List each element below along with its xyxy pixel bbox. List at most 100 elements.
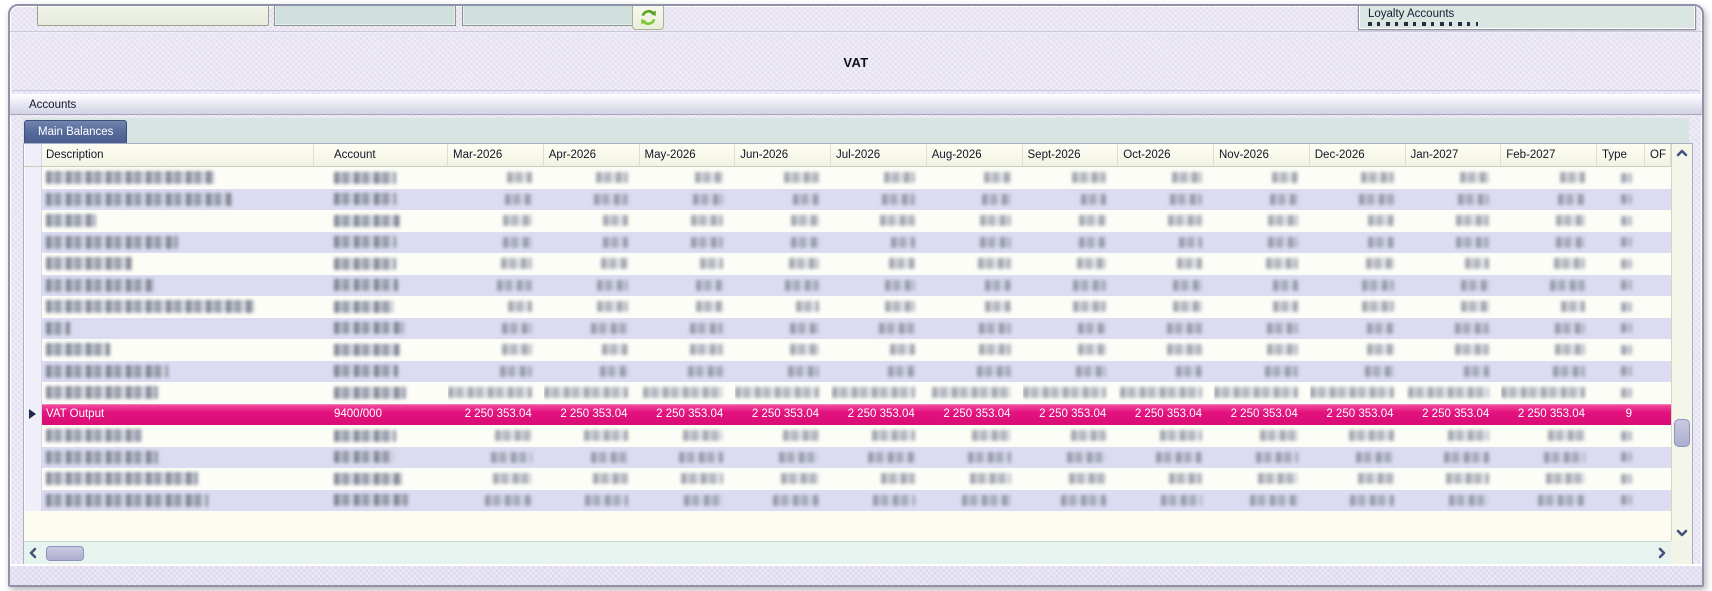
redacted-text	[971, 430, 1011, 442]
redacted-text	[1361, 279, 1394, 291]
table-row[interactable]	[24, 425, 1671, 447]
cell-month-value	[1501, 232, 1597, 254]
cell-of	[1645, 490, 1671, 512]
column-header-account[interactable]: Account	[314, 144, 448, 166]
table-row[interactable]	[24, 360, 1671, 382]
redacted-text	[1555, 344, 1585, 356]
redacted-text	[1556, 215, 1585, 227]
cell-month-value	[927, 339, 1023, 361]
cell-month-value	[927, 210, 1023, 232]
toolbar-input-2[interactable]	[462, 6, 634, 26]
table-row[interactable]	[24, 253, 1671, 275]
scroll-down-button[interactable]	[1672, 524, 1692, 541]
cell-month-value	[1023, 318, 1119, 340]
vat-output-row[interactable]: VAT Output 9400/000 2 250 353.04 2 250 353.…	[24, 403, 1671, 425]
vertical-scroll-thumb[interactable]	[1674, 418, 1690, 447]
vertical-scroll-track[interactable]	[1672, 161, 1692, 524]
redacted-text	[1073, 301, 1107, 313]
column-header-feb-2027[interactable]: Feb-2027	[1501, 144, 1597, 166]
column-header-jan-2027[interactable]: Jan-2027	[1406, 144, 1502, 166]
redacted-text	[595, 172, 628, 184]
column-header-jul-2026[interactable]: Jul-2026	[831, 144, 927, 166]
cell-month-value	[1406, 232, 1502, 254]
redacted-text	[1272, 301, 1298, 313]
table-row[interactable]	[24, 317, 1671, 340]
column-header-mar-2026[interactable]: Mar-2026	[448, 144, 544, 166]
redacted-text	[1077, 258, 1107, 270]
table-row[interactable]	[24, 382, 1671, 404]
dropdown-item-loyalty-accounts[interactable]: Loyalty Accounts	[1368, 8, 1455, 20]
cell-month-value	[640, 425, 736, 447]
toolbar-clipped-control[interactable]	[37, 6, 269, 26]
cell-month-value	[1406, 189, 1502, 211]
table-row[interactable]	[24, 339, 1671, 361]
dropdown-item-clipped[interactable]	[1368, 22, 1478, 26]
column-header-oct-2026[interactable]: Oct-2026	[1118, 144, 1214, 166]
redacted-text	[334, 257, 396, 270]
table-row[interactable]	[24, 210, 1671, 232]
cell-month-value	[1310, 468, 1406, 490]
column-header-nov-2026[interactable]: Nov-2026	[1214, 144, 1310, 166]
cell-month-value	[1501, 425, 1597, 447]
toolbar-input-1[interactable]	[274, 6, 456, 26]
vertical-scrollbar[interactable]	[1671, 144, 1692, 541]
cell-month-value	[1118, 296, 1214, 318]
redacted-text	[831, 387, 915, 399]
redacted-text	[1621, 172, 1632, 183]
redacted-text	[1079, 236, 1107, 248]
table-row[interactable]	[24, 274, 1671, 297]
cell-account	[314, 296, 448, 318]
table-row[interactable]	[24, 468, 1671, 490]
column-header-aug-2026[interactable]: Aug-2026	[927, 144, 1023, 166]
horizontal-scrollbar[interactable]	[24, 541, 1671, 564]
accounts-dropdown-list[interactable]: Loyalty Accounts	[1358, 6, 1696, 30]
redacted-text	[1357, 473, 1394, 485]
redacted-text	[1071, 430, 1107, 442]
horizontal-scroll-thumb[interactable]	[46, 546, 84, 561]
table-row[interactable]	[24, 296, 1671, 318]
cell-description	[42, 468, 314, 490]
scroll-left-button[interactable]	[24, 542, 42, 564]
cell-month-value	[927, 425, 1023, 447]
table-row[interactable]	[24, 446, 1671, 468]
horizontal-scroll-track[interactable]	[42, 542, 1653, 564]
cell-type	[1597, 468, 1645, 490]
redacted-text	[793, 193, 819, 205]
chevron-right-icon	[1658, 547, 1666, 559]
redacted-text	[1069, 473, 1107, 485]
table-row[interactable]	[24, 489, 1671, 512]
cell-month-value	[640, 189, 736, 211]
scroll-right-button[interactable]	[1653, 542, 1671, 564]
cell-month-value	[1118, 275, 1214, 297]
redacted-text	[693, 193, 724, 205]
redacted-text	[1081, 193, 1107, 205]
redacted-text	[334, 279, 398, 292]
redacted-text	[1561, 301, 1585, 313]
column-header-apr-2026[interactable]: Apr-2026	[544, 144, 640, 166]
chevron-down-icon	[1676, 529, 1688, 536]
redacted-text	[779, 451, 819, 463]
cell-type	[1597, 490, 1645, 512]
table-row[interactable]	[24, 231, 1671, 254]
table-row[interactable]	[24, 167, 1671, 189]
scroll-up-button[interactable]	[1672, 144, 1692, 161]
column-header-description[interactable]: Description	[42, 144, 314, 166]
redacted-text	[334, 214, 400, 227]
column-header-type[interactable]: Type	[1597, 144, 1645, 166]
cell-month-value	[1118, 382, 1214, 404]
cell-month-value	[448, 232, 544, 254]
column-header-may-2026[interactable]: May-2026	[640, 144, 736, 166]
column-header-sept-2026[interactable]: Sept-2026	[1023, 144, 1119, 166]
redacted-text	[887, 365, 915, 377]
redacted-text	[599, 365, 628, 377]
column-header-of[interactable]: OF	[1645, 144, 1671, 166]
table-row[interactable]	[24, 188, 1671, 211]
column-header-dec-2026[interactable]: Dec-2026	[1310, 144, 1406, 166]
tab-main-balances[interactable]: Main Balances	[24, 120, 128, 143]
redacted-text	[1621, 452, 1632, 463]
row-gutter	[24, 188, 42, 210]
cell-month-value	[1214, 210, 1310, 232]
column-header-jun-2026[interactable]: Jun-2026	[735, 144, 831, 166]
refresh-button[interactable]	[632, 6, 664, 30]
cell-type	[1597, 318, 1645, 340]
